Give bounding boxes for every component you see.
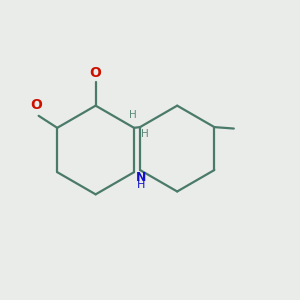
Text: H: H (137, 180, 146, 190)
Text: H: H (141, 128, 149, 139)
Text: O: O (90, 66, 102, 80)
Text: O: O (30, 98, 42, 112)
Text: H: H (129, 110, 136, 120)
Text: N: N (136, 172, 147, 184)
